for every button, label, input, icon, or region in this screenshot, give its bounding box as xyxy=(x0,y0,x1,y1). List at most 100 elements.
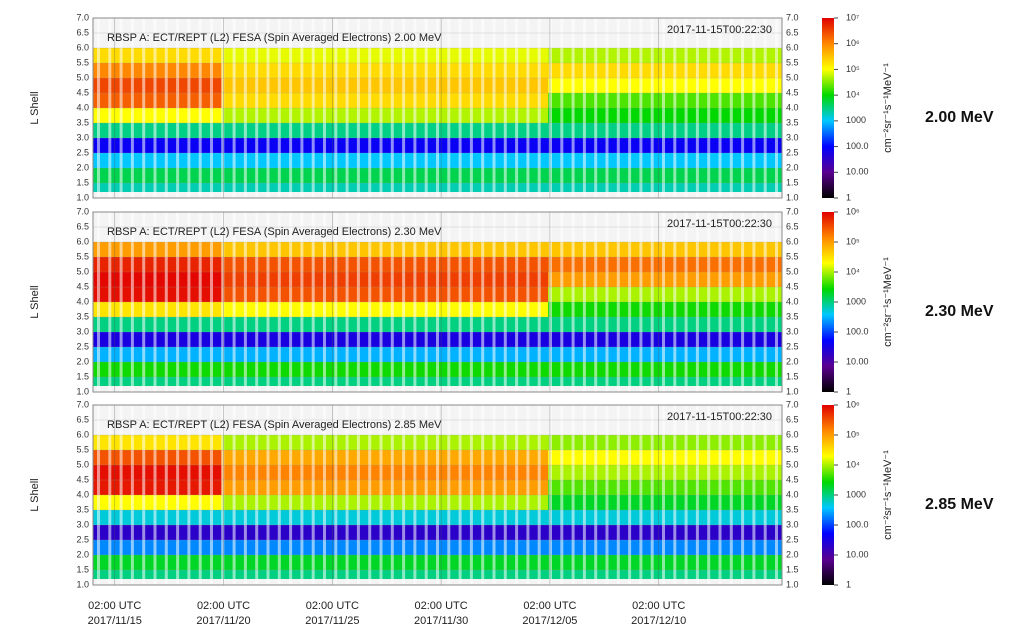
colorbar xyxy=(822,212,834,392)
heatmap-cell xyxy=(221,272,549,287)
y-tick-label-right: 4.0 xyxy=(786,102,799,112)
y-tick-label-right: 2.5 xyxy=(786,341,799,351)
y-tick-label: 4.5 xyxy=(76,281,89,291)
y-tick-label-right: 1.0 xyxy=(786,192,799,202)
y-tick-label-right: 4.5 xyxy=(786,474,799,484)
y-tick-label-right: 5.5 xyxy=(786,444,799,454)
y-tick-label-right: 4.5 xyxy=(786,87,799,97)
heatmap-cell xyxy=(221,435,549,450)
y-tick-label: 6.5 xyxy=(76,221,89,231)
heatmap-cell xyxy=(93,525,222,540)
plot-frame xyxy=(92,17,783,199)
x-tick-label: 02:00 UTC xyxy=(197,600,250,612)
plot-frame xyxy=(92,211,783,393)
y-tick-label-right: 1.0 xyxy=(786,386,799,396)
colorbar-tick-label: 10⁶ xyxy=(846,206,860,216)
heatmap-cell xyxy=(221,555,549,570)
heatmap-cell xyxy=(221,48,549,63)
colorbar-tick-label: 1000 xyxy=(846,296,866,306)
x-tick-label: 2017/12/05 xyxy=(522,615,577,625)
colorbar-tick-label: 1000 xyxy=(846,489,866,499)
y-tick-label-right: 1.0 xyxy=(786,579,799,589)
y-tick-label: 4.0 xyxy=(76,489,89,499)
colorbar-tick-label: 10.00 xyxy=(846,356,869,366)
heatmap-cell xyxy=(221,495,549,510)
y-tick-label: 1.5 xyxy=(76,371,89,381)
heatmap-cell xyxy=(221,138,549,153)
panel-title: RBSP A: ECT/REPT (L2) FESA (Spin Average… xyxy=(107,419,442,431)
y-tick-label-right: 2.0 xyxy=(786,162,799,172)
y-tick-label: 3.0 xyxy=(76,132,89,142)
colorbar-tick-label: 10⁷ xyxy=(846,12,859,22)
heatmap-cell xyxy=(93,450,222,465)
y-tick-label-right: 6.0 xyxy=(786,42,799,52)
heatmap-cell xyxy=(93,332,222,347)
y-tick-label-right: 5.0 xyxy=(786,266,799,276)
heatmap-cell xyxy=(221,317,549,332)
colorbar-tick-label: 1000 xyxy=(846,115,866,125)
heatmap-cell xyxy=(221,78,549,93)
y-tick-label: 7.0 xyxy=(76,12,89,22)
heatmap-cell xyxy=(93,48,222,63)
panel-title: RBSP A: ECT/REPT (L2) FESA (Spin Average… xyxy=(107,32,442,44)
y-tick-label-right: 5.5 xyxy=(786,57,799,67)
y-tick-label: 5.0 xyxy=(76,266,89,276)
x-tick-label: 02:00 UTC xyxy=(306,600,359,612)
heatmap-cell xyxy=(221,510,549,525)
y-axis-label: L Shell xyxy=(29,478,41,511)
y-tick-label-right: 7.0 xyxy=(786,206,799,216)
heatmap-cell xyxy=(548,570,782,579)
y-tick-label-right: 2.5 xyxy=(786,147,799,157)
heatmap-cell xyxy=(548,377,782,386)
heatmap-cell xyxy=(221,302,549,317)
y-tick-label: 6.5 xyxy=(76,414,89,424)
y-tick-label: 4.5 xyxy=(76,87,89,97)
heatmap-cell xyxy=(93,302,222,317)
y-tick-label: 5.5 xyxy=(76,444,89,454)
heatmap-cell xyxy=(221,347,549,362)
y-tick-label: 5.0 xyxy=(76,459,89,469)
heatmap-cell xyxy=(221,183,549,192)
y-tick-label: 7.0 xyxy=(76,399,89,409)
panel-title: RBSP A: ECT/REPT (L2) FESA (Spin Average… xyxy=(107,226,442,238)
heatmap-cell xyxy=(93,183,222,192)
timestamp: 2017-11-15T00:22:30 xyxy=(667,218,772,230)
x-tick-label: 02:00 UTC xyxy=(632,600,685,612)
y-tick-label-right: 6.5 xyxy=(786,221,799,231)
heatmap-cell xyxy=(548,183,782,192)
heatmap-cell xyxy=(93,362,222,377)
heatmap-cell xyxy=(221,377,549,386)
y-tick-label: 6.0 xyxy=(76,42,89,52)
x-tick-label: 2017/11/15 xyxy=(88,615,142,625)
colorbar xyxy=(822,18,834,198)
heatmap-cell xyxy=(221,153,549,168)
y-tick-label-right: 4.5 xyxy=(786,281,799,291)
heatmap-cell xyxy=(93,93,222,108)
heatmap-cell xyxy=(221,108,549,123)
heatmap-cell xyxy=(221,168,549,183)
heatmap-cell xyxy=(221,93,549,108)
heatmap-cell xyxy=(221,540,549,555)
colorbar-tick-label: 10.00 xyxy=(846,167,869,177)
heatmap-cell xyxy=(93,138,222,153)
y-tick-label-right: 7.0 xyxy=(786,12,799,22)
heatmap-cell xyxy=(93,540,222,555)
y-tick-label: 6.0 xyxy=(76,236,89,246)
colorbar-tick-label: 10⁴ xyxy=(846,90,860,100)
colorbar-tick-label: 10⁶ xyxy=(846,399,860,409)
y-tick-label: 3.0 xyxy=(76,326,89,336)
heatmap-cell xyxy=(93,480,222,495)
heatmap-cell xyxy=(93,510,222,525)
x-tick-label: 2017/12/10 xyxy=(631,615,686,625)
colorbar-tick-label: 10⁵ xyxy=(846,236,860,246)
heatmap-cell xyxy=(221,242,549,257)
y-tick-label-right: 5.5 xyxy=(786,251,799,261)
y-tick-label: 5.5 xyxy=(76,251,89,261)
heatmap-cell xyxy=(93,555,222,570)
y-tick-label: 3.5 xyxy=(76,504,89,514)
y-tick-label-right: 3.5 xyxy=(786,117,799,127)
colorbar-tick-label: 10.00 xyxy=(846,549,869,559)
y-tick-label-right: 5.0 xyxy=(786,72,799,82)
colorbar-label: cm⁻²sr⁻¹s⁻¹MeV⁻¹ xyxy=(882,63,894,153)
plot-frame xyxy=(92,404,783,586)
